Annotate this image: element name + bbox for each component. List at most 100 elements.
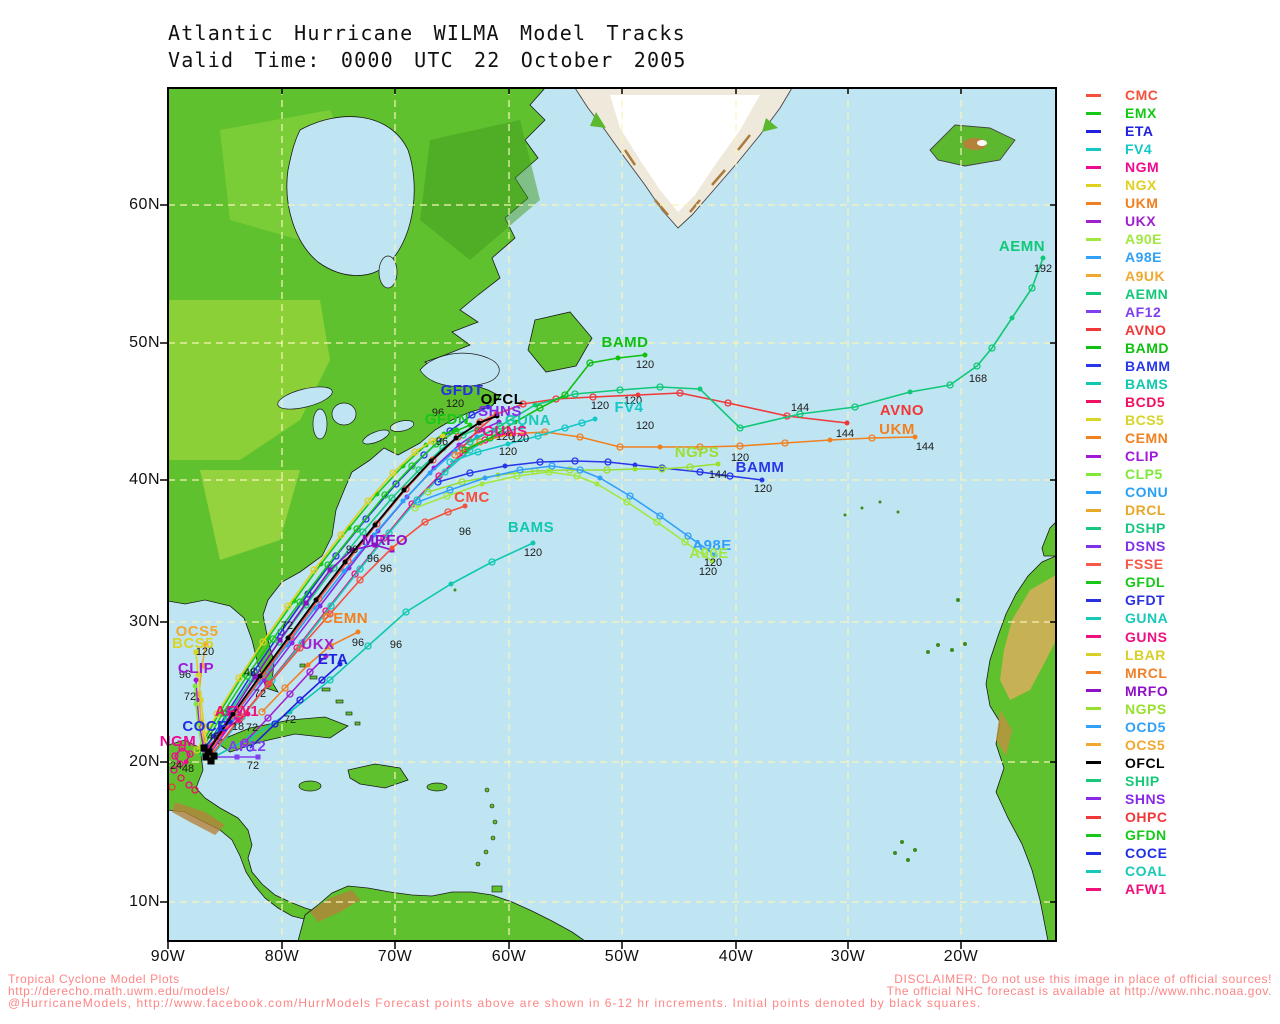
forecast-point — [632, 466, 638, 472]
forecast-point — [656, 512, 664, 520]
scatter-point — [170, 766, 178, 774]
forecast-point — [414, 498, 422, 506]
hour-label: 120 — [524, 547, 542, 559]
forecast-point — [686, 463, 694, 471]
forecast-point — [411, 504, 419, 512]
footer-row-1: Tropical Cyclone Model Plots DISCLAIMER:… — [0, 973, 1280, 985]
atlantic-islands — [453, 500, 967, 862]
legend-label: BCD5 — [1125, 393, 1166, 410]
forecast-point — [246, 744, 254, 752]
forecast-point — [389, 469, 397, 477]
legend-item-AVNO: AVNO — [1086, 321, 1166, 339]
forecast-point — [684, 532, 692, 540]
track-label-NGM: NGM — [160, 733, 197, 750]
forecast-point — [440, 433, 446, 439]
legend-dash-icon — [1086, 635, 1101, 638]
forecast-point — [326, 642, 334, 650]
hispaniola — [347, 763, 409, 789]
footer-credit: Tropical Cyclone Model Plots — [8, 972, 180, 986]
lon-label-20W: 20W — [943, 948, 979, 965]
james-bay — [378, 255, 398, 289]
hour-label: 144 — [836, 428, 854, 440]
lon-label-60W: 60W — [491, 948, 527, 965]
plot-title-line1: Atlantic Hurricane WILMA Model Tracks — [168, 21, 686, 45]
forecast-point — [230, 711, 236, 717]
scatter-point — [185, 781, 193, 789]
forecast-point — [342, 559, 348, 565]
hudson-bay — [286, 116, 415, 276]
track-CEMN — [258, 629, 361, 716]
south-america — [297, 885, 586, 941]
forecast-point — [193, 677, 199, 683]
legend-item-EMX: EMX — [1086, 104, 1157, 122]
forecast-point — [246, 734, 254, 742]
track-UKX — [241, 653, 329, 746]
forecast-point — [615, 355, 621, 361]
legend-item-CLIP: CLIP — [1086, 447, 1159, 465]
legend-item-CEMN: CEMN — [1086, 429, 1168, 447]
forecast-point — [548, 462, 556, 470]
forecast-point — [482, 475, 488, 481]
track-label-CMC: CMC — [454, 489, 490, 506]
legend-item-SHNS: SHNS — [1086, 790, 1166, 808]
legend-dash-icon — [1086, 400, 1101, 404]
legend-label: AEMN — [1125, 285, 1169, 302]
legend-item-CMC: CMC — [1086, 86, 1158, 104]
legend-item-GFDT: GFDT — [1086, 591, 1165, 609]
cuba — [215, 716, 349, 753]
legend-dash-icon — [1086, 165, 1101, 169]
forecast-point — [267, 680, 273, 686]
hour-label: 96 — [436, 436, 448, 448]
track-label-UKM: UKM — [879, 421, 915, 438]
forecast-point — [571, 390, 579, 398]
legend-label: CMC — [1125, 87, 1159, 103]
legend-dash-icon — [1086, 562, 1101, 566]
legend-dash-icon — [1086, 851, 1101, 855]
legend-item-GUNS: GUNS — [1086, 628, 1167, 646]
legend-item-CONU: CONU — [1086, 483, 1168, 501]
hour-label: 48 — [182, 763, 194, 775]
legend-label: BAMM — [1125, 357, 1171, 374]
forecast-point — [371, 532, 377, 538]
forecast-point — [589, 393, 597, 401]
legend-label: OFCL — [1125, 754, 1166, 771]
forecast-point — [513, 472, 521, 480]
legend-label: AFW1 — [1125, 881, 1167, 898]
forecast-point — [696, 443, 704, 451]
track-line-FV4 — [449, 418, 596, 463]
hour-label: 144 — [916, 441, 934, 453]
forecast-point — [988, 344, 996, 352]
forecast-point — [479, 481, 485, 487]
forecast-point — [195, 671, 201, 677]
lon-label-40W: 40W — [718, 948, 754, 965]
legend-item-BAMD: BAMD — [1086, 339, 1169, 357]
forecast-point — [502, 463, 508, 469]
forecast-point — [912, 434, 918, 440]
legend-dash-icon — [1086, 219, 1101, 223]
forecast-point — [626, 492, 634, 500]
forecast-point — [341, 568, 347, 574]
forecast-point — [1040, 255, 1046, 261]
forecast-point — [356, 576, 364, 584]
hour-label: 120 — [446, 398, 464, 410]
forecast-point — [198, 719, 204, 725]
legend-dash-icon — [1086, 869, 1101, 873]
legend-dash-icon — [1086, 237, 1101, 241]
footer-nhc-note: The official NHC forecast is available a… — [886, 984, 1272, 998]
track-label-MRFO: MRFO — [362, 532, 408, 549]
forecast-point — [576, 466, 584, 474]
forecast-point — [364, 497, 372, 505]
legend-label: FSSE — [1125, 556, 1164, 573]
track-line-AEMN — [469, 257, 1044, 443]
legend-dash-icon — [1086, 797, 1101, 801]
legend-dash-icon — [1086, 147, 1101, 151]
legend-dash-icon — [1086, 544, 1101, 548]
legend-label: BCS5 — [1125, 411, 1165, 428]
legend-dash-icon — [1086, 364, 1101, 368]
forecast-point — [681, 538, 689, 546]
forecast-point — [296, 696, 304, 704]
track-label-OFCL: OFCL — [481, 391, 524, 408]
forecast-point — [337, 661, 343, 667]
gulf-st-lawrence — [419, 352, 500, 387]
